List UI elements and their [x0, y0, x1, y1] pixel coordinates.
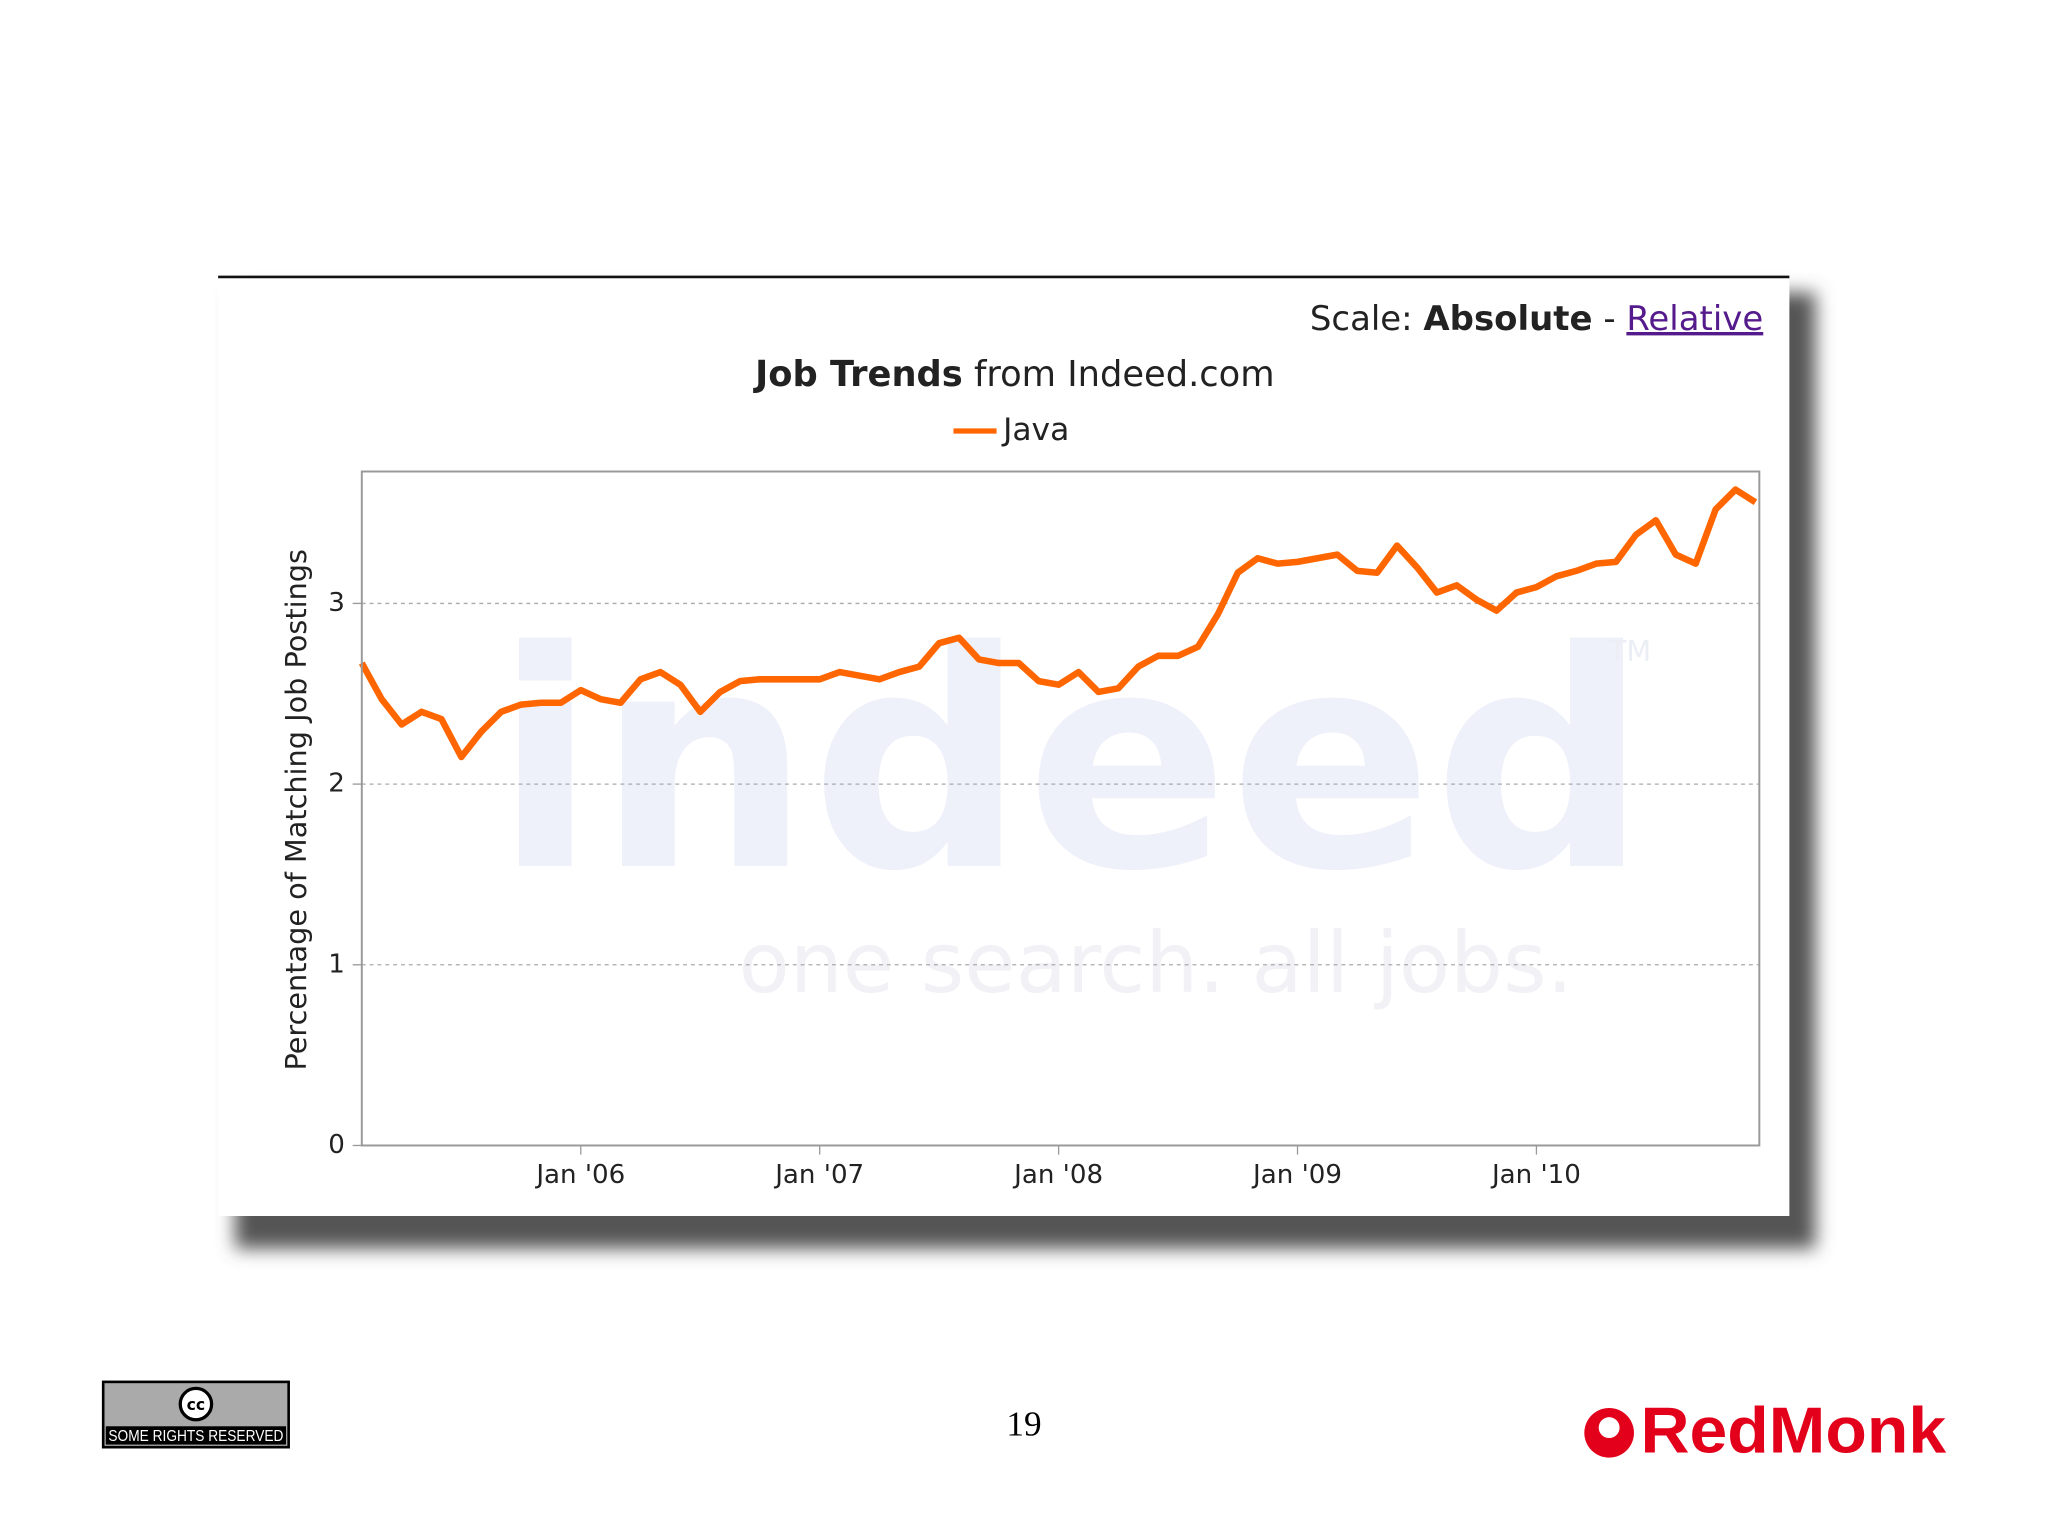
- brand-logo: RedMonk: [1584, 1394, 1947, 1467]
- card: [218, 276, 1790, 1216]
- watermark-tagline: one search. all jobs.: [739, 914, 1574, 1012]
- page-number: 19: [1006, 1405, 1041, 1444]
- watermark: indeed one search. all jobs. TM: [494, 587, 1651, 1012]
- x-tick-label: Jan '06: [534, 1160, 625, 1190]
- title-bold: Job Trends: [753, 354, 963, 395]
- y-axis-label: Percentage of Matching Job Postings: [279, 549, 313, 1071]
- scale-separator: -: [1603, 299, 1615, 339]
- scale-link[interactable]: Relative: [1626, 299, 1763, 339]
- x-tick-label: Jan '10: [1490, 1160, 1581, 1190]
- cc-circle: [178, 1386, 214, 1422]
- x-tick-label: Jan '08: [1012, 1160, 1103, 1190]
- x-tick-label: Jan '09: [1251, 1160, 1342, 1190]
- y-tick-label: 3: [328, 588, 345, 618]
- data-line: [358, 486, 1758, 761]
- y-tick-label: 0: [328, 1130, 345, 1160]
- x-tick-label: Jan '07: [773, 1160, 864, 1190]
- cc-badge-strip: [105, 1426, 287, 1445]
- title-rest: from Indeed.com: [974, 354, 1275, 395]
- brand-name: RedMonk: [1640, 1394, 1946, 1467]
- legend-label: Java: [1001, 412, 1069, 448]
- cc-text: cc: [187, 1395, 206, 1414]
- brand-mark-hole: [1598, 1417, 1620, 1439]
- plot-frame: [360, 470, 1761, 1147]
- watermark-tm: TM: [1608, 634, 1651, 668]
- chart-title: Job Trends from Indeed.com: [753, 354, 1274, 395]
- license-text: SOME RIGHTS RESERVED: [108, 1428, 283, 1445]
- y-tick-label: 2: [328, 769, 345, 799]
- plot: 0 1 2 3 Jan '06 Jan '07 Jan '08 Jan '09 Jan '10: [328, 486, 1760, 1190]
- scale-label: Scale:: [1310, 299, 1413, 339]
- cc-badge: cc SOME RIGHTS RESERVED: [101, 1380, 290, 1449]
- scale-switch: Scale: Absolute - Relative: [1310, 299, 1763, 339]
- watermark-logo: indeed: [494, 587, 1648, 937]
- scale-current: Absolute: [1423, 299, 1592, 339]
- y-tick-label: 1: [328, 949, 345, 979]
